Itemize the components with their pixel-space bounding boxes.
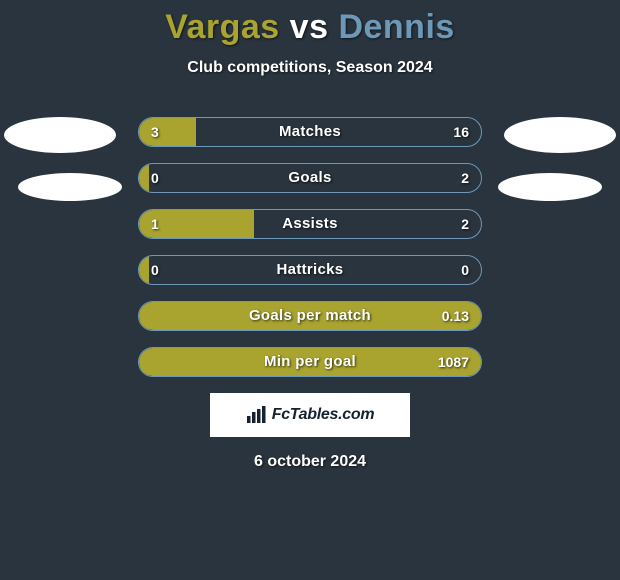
bar-chart-icon bbox=[246, 406, 268, 424]
stat-label: Goals per match bbox=[139, 302, 481, 330]
stat-value-right: 2 bbox=[461, 210, 469, 238]
attribution-text: FcTables.com bbox=[272, 406, 375, 424]
stat-value-right: 2 bbox=[461, 164, 469, 192]
stat-bar: Min per goal1087 bbox=[138, 347, 482, 377]
stat-label: Assists bbox=[139, 210, 481, 238]
stat-value-right: 0.13 bbox=[442, 302, 469, 330]
player1-team-placeholder bbox=[18, 173, 122, 201]
stat-bar: 3Matches16 bbox=[138, 117, 482, 147]
player1-name: Vargas bbox=[165, 8, 280, 46]
stat-label: Min per goal bbox=[139, 348, 481, 376]
stat-label: Goals bbox=[139, 164, 481, 192]
stats-section: 3Matches160Goals21Assists20Hattricks0Goa… bbox=[0, 117, 620, 377]
player2-name: Dennis bbox=[338, 8, 454, 46]
stat-bar: 0Hattricks0 bbox=[138, 255, 482, 285]
stat-bar: 1Assists2 bbox=[138, 209, 482, 239]
stat-label: Hattricks bbox=[139, 256, 481, 284]
player2-team-placeholder bbox=[498, 173, 602, 201]
player2-avatar-placeholder bbox=[504, 117, 616, 153]
stat-value-right: 16 bbox=[453, 118, 469, 146]
subtitle: Club competitions, Season 2024 bbox=[0, 59, 620, 77]
date-label: 6 october 2024 bbox=[0, 453, 620, 471]
attribution-badge: FcTables.com bbox=[210, 393, 410, 437]
page-title: Vargas vs Dennis bbox=[0, 8, 620, 47]
stat-bars: 3Matches160Goals21Assists20Hattricks0Goa… bbox=[138, 117, 482, 377]
stat-value-right: 1087 bbox=[438, 348, 469, 376]
vs-text: vs bbox=[290, 8, 329, 46]
stat-value-right: 0 bbox=[461, 256, 469, 284]
stat-bar: Goals per match0.13 bbox=[138, 301, 482, 331]
player1-avatar-placeholder bbox=[4, 117, 116, 153]
stat-label: Matches bbox=[139, 118, 481, 146]
comparison-card: Vargas vs Dennis Club competitions, Seas… bbox=[0, 0, 620, 471]
stat-bar: 0Goals2 bbox=[138, 163, 482, 193]
